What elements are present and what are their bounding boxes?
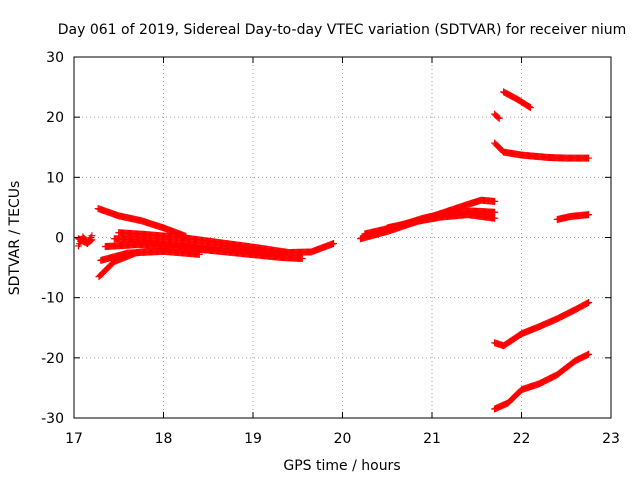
series-track-8: [95, 249, 141, 281]
data-marks: [74, 88, 593, 413]
y-tick-label: 10: [46, 170, 64, 186]
data-point: [585, 211, 593, 219]
y-tick-label: -10: [41, 291, 64, 307]
y-tick-label: -30: [41, 411, 64, 427]
series-track-12: [491, 110, 503, 122]
data-point: [525, 103, 533, 111]
data-point: [88, 236, 96, 244]
axis-ticks: 17 18 19 20 21 22 23 -30 -20 -10 0 10 20 30: [41, 50, 620, 447]
data-point: [495, 114, 503, 122]
series-track-2: [74, 233, 96, 250]
data-point: [195, 250, 203, 258]
data-point: [133, 249, 141, 257]
y-tick-label: 0: [55, 231, 64, 247]
data-point: [298, 255, 306, 263]
grid: [74, 57, 611, 418]
series-track-4: [115, 229, 338, 257]
series-track-15: [553, 211, 593, 223]
chart-title: Day 061 of 2019, Sidereal Day-to-day VTE…: [58, 22, 627, 38]
data-point: [491, 197, 499, 205]
data-point: [585, 298, 593, 306]
y-tick-label: -20: [41, 351, 64, 367]
data-point: [585, 154, 593, 162]
x-tick-label: 20: [334, 431, 352, 447]
data-point: [491, 208, 499, 216]
data-point: [87, 237, 95, 245]
data-point: [526, 104, 534, 112]
x-axis-label: GPS time / hours: [283, 458, 400, 474]
y-axis-label: SDTVAR / TECUs: [7, 181, 23, 296]
data-point: [585, 350, 593, 358]
x-tick-label: 17: [65, 431, 83, 447]
x-tick-label: 19: [244, 431, 262, 447]
x-tick-label: 21: [423, 431, 441, 447]
y-tick-label: 30: [46, 50, 64, 66]
data-point: [491, 214, 499, 222]
series-track-17: [491, 350, 593, 413]
series-track-13: [500, 88, 534, 112]
data-point: [584, 299, 592, 307]
x-tick-label: 23: [602, 431, 620, 447]
data-point: [330, 240, 338, 248]
x-tick-label: 22: [513, 431, 531, 447]
y-tick-label: 20: [46, 110, 64, 126]
series-track-11: [383, 211, 499, 232]
x-tick-label: 18: [155, 431, 173, 447]
series-track-16: [491, 298, 593, 350]
data-point: [494, 113, 502, 121]
series-track-14: [491, 139, 593, 162]
